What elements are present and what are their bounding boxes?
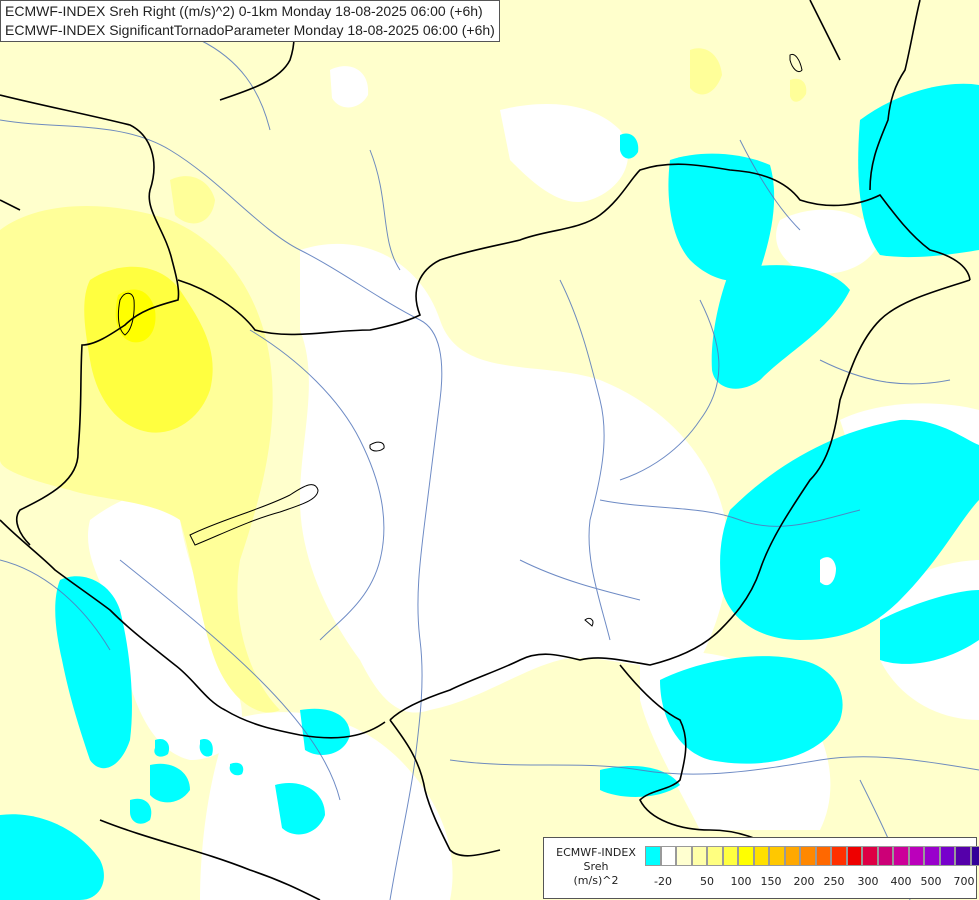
legend-swatch <box>970 846 979 866</box>
legend-swatch <box>738 846 754 866</box>
legend-tick-label: 50 <box>700 875 714 888</box>
legend-swatch <box>831 846 847 866</box>
legend-tick-label: 150 <box>760 875 782 888</box>
legend-source: ECMWF-INDEX <box>556 846 636 859</box>
title-line-srh: ECMWF-INDEX Sreh Right ((m/s)^2) 0-1km M… <box>5 3 483 19</box>
legend-swatch <box>908 846 924 866</box>
legend-swatch <box>846 846 862 866</box>
legend-swatches <box>645 846 979 866</box>
field-mid-srh <box>0 48 807 713</box>
legend-swatch <box>645 846 661 866</box>
legend-tick-label: 400 <box>890 875 912 888</box>
legend-tick-label: 250 <box>823 875 845 888</box>
legend-tick-label: 200 <box>793 875 815 888</box>
legend-swatch <box>722 846 738 866</box>
legend-swatch <box>893 846 909 866</box>
legend-tick-label: 100 <box>730 875 752 888</box>
legend-tick-label: 500 <box>920 875 942 888</box>
legend-unit: (m/s)^2 <box>573 874 619 887</box>
lakes <box>117 53 803 627</box>
legend-ticks: -20 50 100 150 200 250 300 400 500 700 <box>645 875 975 891</box>
legend-swatch <box>753 846 769 866</box>
field-zero-hole <box>820 557 836 586</box>
legend-label: ECMWF-INDEX Sreh (m/s)^2 <box>548 846 644 888</box>
legend-swatch <box>769 846 785 866</box>
legend-swatch <box>676 846 692 866</box>
legend-swatch <box>707 846 723 866</box>
legend-swatch <box>815 846 831 866</box>
field-negative-srh <box>0 83 979 900</box>
legend-tick-label: 700 <box>953 875 975 888</box>
rivers <box>0 39 979 900</box>
legend-swatch <box>691 846 707 866</box>
legend-tick-label: 300 <box>857 875 879 888</box>
legend-swatch <box>955 846 971 866</box>
legend-swatch <box>862 846 878 866</box>
legend-swatch <box>800 846 816 866</box>
legend-swatch <box>939 846 955 866</box>
title-line-stp: ECMWF-INDEX SignificantTornadoParameter … <box>5 22 495 38</box>
legend-tick-label: -20 <box>654 875 672 888</box>
legend-swatch <box>877 846 893 866</box>
legend-swatch <box>784 846 800 866</box>
map-title: ECMWF-INDEX Sreh Right ((m/s)^2) 0-1km M… <box>0 0 500 42</box>
legend-swatch <box>924 846 940 866</box>
color-legend: ECMWF-INDEX Sreh (m/s)^2 -20 50 100 150 200 2… <box>543 837 979 899</box>
legend-variable: Sreh <box>583 860 609 873</box>
legend-swatch <box>660 846 676 866</box>
